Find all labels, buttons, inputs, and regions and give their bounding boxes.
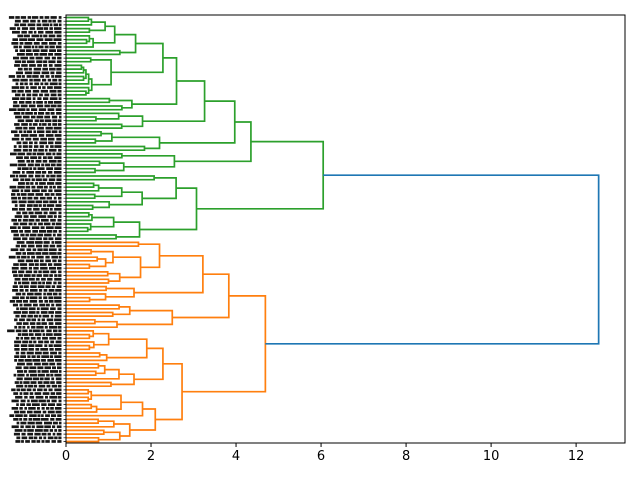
x-tick-label: 12 — [568, 449, 585, 464]
x-tick-label: 2 — [147, 449, 155, 464]
y-axis-ticks — [63, 17, 66, 442]
plot-border — [65, 14, 626, 444]
x-tick-label: 4 — [232, 449, 240, 464]
x-axis: 0 2 4 6 8 10 12 — [62, 443, 585, 464]
x-tick-label: 0 — [62, 449, 70, 464]
cluster-links-green — [66, 16, 325, 240]
cluster-links-orange — [66, 241, 267, 443]
x-tick-label: 10 — [483, 449, 500, 464]
root-link — [265, 174, 600, 345]
x-tick-label: 8 — [402, 449, 410, 464]
y-axis-leaf-labels — [7, 16, 62, 443]
x-tick-label: 6 — [317, 449, 325, 464]
